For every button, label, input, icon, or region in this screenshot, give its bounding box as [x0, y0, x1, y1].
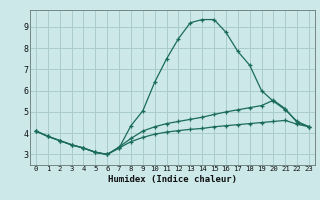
X-axis label: Humidex (Indice chaleur): Humidex (Indice chaleur): [108, 175, 237, 184]
